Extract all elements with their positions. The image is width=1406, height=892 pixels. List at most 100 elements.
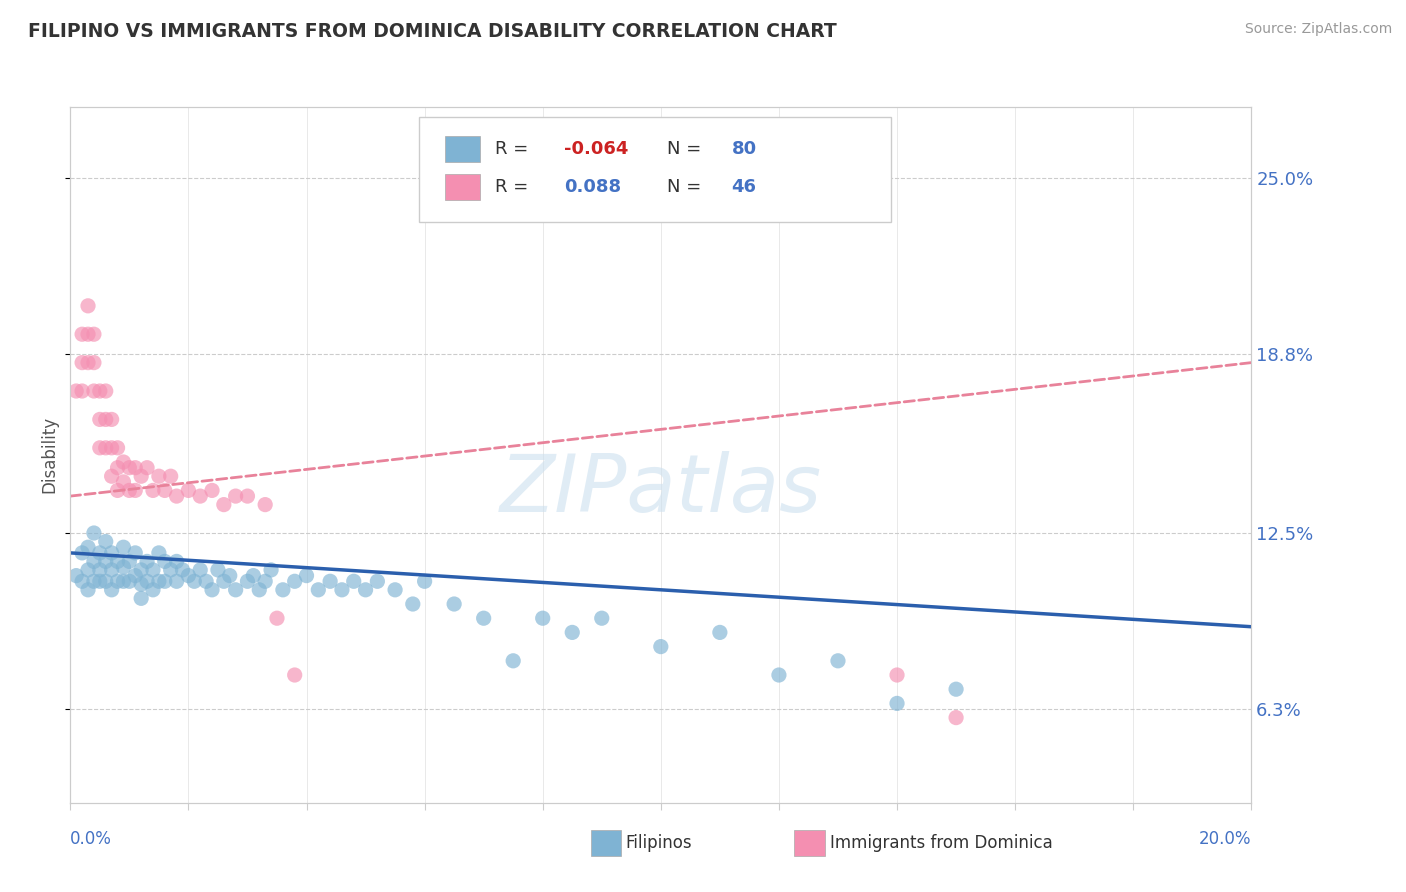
Point xyxy=(124,460,146,475)
Point xyxy=(650,640,672,654)
Point xyxy=(142,582,165,597)
Point xyxy=(212,574,235,589)
Point xyxy=(183,574,205,589)
Point xyxy=(201,582,224,597)
Point xyxy=(129,563,152,577)
Point xyxy=(129,577,152,591)
Text: Filipinos: Filipinos xyxy=(626,834,692,852)
Point xyxy=(112,475,135,489)
Point xyxy=(207,563,229,577)
Point xyxy=(94,441,117,455)
Point xyxy=(266,611,288,625)
Point xyxy=(886,668,908,682)
Point xyxy=(177,483,200,498)
Text: 0.088: 0.088 xyxy=(564,178,621,196)
Text: Source: ZipAtlas.com: Source: ZipAtlas.com xyxy=(1244,22,1392,37)
Point xyxy=(77,327,100,342)
Point xyxy=(148,469,170,483)
Point xyxy=(129,591,152,606)
Text: 0.0%: 0.0% xyxy=(70,830,112,847)
Text: N =: N = xyxy=(666,140,707,158)
Point xyxy=(83,384,105,398)
Point xyxy=(83,526,105,541)
Point xyxy=(218,568,240,582)
Point xyxy=(201,483,224,498)
Text: 20.0%: 20.0% xyxy=(1199,830,1251,847)
Point xyxy=(413,574,436,589)
Point xyxy=(136,574,159,589)
Point xyxy=(271,582,294,597)
Text: R =: R = xyxy=(495,140,534,158)
Point xyxy=(100,412,122,426)
Point xyxy=(77,540,100,554)
Text: R =: R = xyxy=(495,178,534,196)
Point xyxy=(89,563,111,577)
Point xyxy=(354,582,377,597)
Point xyxy=(89,412,111,426)
Point xyxy=(77,563,100,577)
Point xyxy=(254,498,277,512)
Point xyxy=(502,654,524,668)
Point xyxy=(118,574,141,589)
Point xyxy=(129,469,152,483)
Point xyxy=(236,489,259,503)
Point xyxy=(107,483,129,498)
Point xyxy=(166,489,188,503)
FancyBboxPatch shape xyxy=(419,118,891,222)
Point xyxy=(83,327,105,342)
Point xyxy=(188,563,211,577)
Text: Immigrants from Dominica: Immigrants from Dominica xyxy=(830,834,1052,852)
Point xyxy=(242,568,264,582)
Point xyxy=(295,568,318,582)
Point xyxy=(83,356,105,370)
Point xyxy=(531,611,554,625)
Text: 46: 46 xyxy=(731,178,756,196)
Point xyxy=(112,540,135,554)
Point xyxy=(124,483,146,498)
Point xyxy=(172,563,194,577)
Point xyxy=(591,611,613,625)
Point xyxy=(94,384,117,398)
Point xyxy=(319,574,342,589)
Point xyxy=(89,574,111,589)
Text: N =: N = xyxy=(666,178,707,196)
Point xyxy=(212,498,235,512)
Text: 80: 80 xyxy=(731,140,756,158)
Point xyxy=(148,546,170,560)
Point xyxy=(70,356,93,370)
Point xyxy=(100,469,122,483)
Point xyxy=(94,534,117,549)
Point xyxy=(65,384,87,398)
Point xyxy=(77,356,100,370)
Point xyxy=(166,574,188,589)
Text: -0.064: -0.064 xyxy=(564,140,628,158)
Point xyxy=(118,460,141,475)
Point xyxy=(945,682,967,697)
Point xyxy=(443,597,465,611)
Point xyxy=(236,574,259,589)
Point xyxy=(107,554,129,568)
Point xyxy=(153,483,176,498)
Point xyxy=(118,483,141,498)
Point xyxy=(100,546,122,560)
Point xyxy=(284,574,307,589)
Point xyxy=(260,563,283,577)
Point xyxy=(77,299,100,313)
Point xyxy=(136,554,159,568)
Point xyxy=(70,327,93,342)
Bar xyxy=(444,136,479,162)
Point xyxy=(83,574,105,589)
Point xyxy=(83,554,105,568)
Point xyxy=(153,554,176,568)
Point xyxy=(89,384,111,398)
Point xyxy=(107,441,129,455)
Point xyxy=(142,563,165,577)
Point xyxy=(153,574,176,589)
Point xyxy=(886,697,908,711)
Point xyxy=(70,574,93,589)
Point xyxy=(384,582,406,597)
Point xyxy=(472,611,495,625)
Point xyxy=(768,668,790,682)
Point xyxy=(166,554,188,568)
Point xyxy=(225,489,247,503)
